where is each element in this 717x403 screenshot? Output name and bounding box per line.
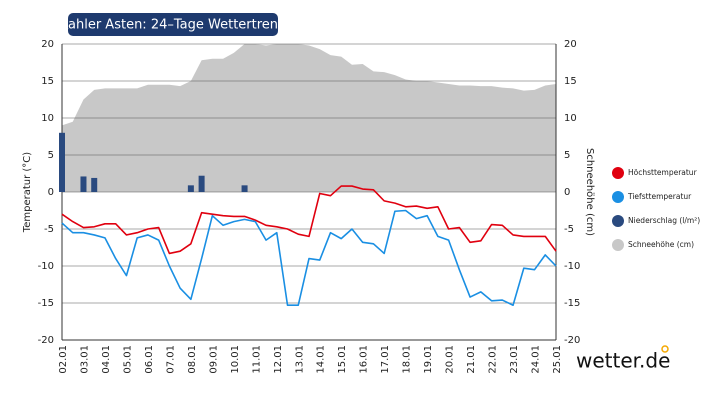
x-tick-label: 24.01 <box>531 345 542 374</box>
y2-tick-label: -5 <box>564 224 574 235</box>
legend-swatch <box>612 191 624 203</box>
legend-label: Schneehöhe (cm) <box>628 240 694 249</box>
plot: -20 -15 -10 -5 0 5 10 15 20 -20 -15 -10 -5 0 5 10 15 20 02… <box>38 39 701 374</box>
y-tick-label: 15 <box>41 76 54 87</box>
x-tick-label: 02.01 <box>58 345 69 374</box>
logo-dot <box>661 345 669 353</box>
precip-bar <box>241 185 248 192</box>
y2-tick-label: -15 <box>564 298 580 309</box>
y-tick-label: -15 <box>38 298 54 309</box>
chart-title: Kahler Asten: 24–Tage Wettertrend <box>60 18 287 33</box>
x-tick-label: 23.01 <box>509 345 520 374</box>
x-tick-label: 21.01 <box>466 345 477 374</box>
x-tick-label: 16.01 <box>359 345 370 374</box>
temp-line <box>61 209 557 307</box>
y2-tick-label: -20 <box>564 335 580 346</box>
y-tick-label: 0 <box>48 187 54 198</box>
precip-bar <box>80 176 87 192</box>
y-axis-label: Temperatur (°C) <box>22 152 33 233</box>
x-tick-label: 13.01 <box>294 345 305 374</box>
y2-tick-label: -10 <box>564 261 580 272</box>
legend-swatch <box>612 215 624 227</box>
y2-tick-label: 0 <box>564 187 570 198</box>
x-tick-label: 08.01 <box>187 345 198 374</box>
y-tick-label: 20 <box>41 39 54 50</box>
precip-bar <box>198 175 205 192</box>
x-tick-label: 05.01 <box>122 345 133 374</box>
legend-label: Niederschlag (l/m²) <box>628 216 700 225</box>
x-tick-label: 07.01 <box>165 345 176 374</box>
x-tick-label: 04.01 <box>101 345 112 374</box>
x-tick-label: 19.01 <box>423 345 434 374</box>
y-tick-label: -5 <box>44 224 54 235</box>
precip-bar <box>59 132 65 192</box>
x-tick-label: 25.01 <box>552 345 563 374</box>
legend-swatch <box>612 167 624 179</box>
x-tick-label: 06.01 <box>144 345 155 374</box>
precip-bar <box>91 177 98 192</box>
x-tick-label: 11.01 <box>251 345 262 374</box>
y2-tick-label: 5 <box>564 150 570 161</box>
y-tick-label: 10 <box>41 113 54 124</box>
y2-tick-label: 15 <box>564 76 577 87</box>
legend-label: Höchsttemperatur <box>628 168 698 177</box>
x-tick-label: 12.01 <box>273 345 284 374</box>
y2-tick-label: 20 <box>564 39 577 50</box>
x-tick-label: 14.01 <box>316 345 327 374</box>
precip-bar <box>187 185 194 192</box>
y-tick-label: 5 <box>48 150 54 161</box>
logo: wetter.de <box>576 349 670 373</box>
y-tick-label: -10 <box>38 261 54 272</box>
x-tick-label: 20.01 <box>445 345 456 374</box>
y2-axis-label: Schneehöhe (cm) <box>584 148 595 236</box>
y-tick-label: -20 <box>38 335 54 346</box>
legend-label: Tiefsttemperatur <box>627 192 692 201</box>
temp-line <box>61 185 557 255</box>
x-tick-label: 18.01 <box>402 345 413 374</box>
legend-swatch <box>612 239 624 251</box>
x-tick-label: 09.01 <box>208 345 219 374</box>
x-tick-label: 10.01 <box>230 345 241 374</box>
y2-tick-label: 10 <box>564 113 577 124</box>
title-badge <box>68 13 278 36</box>
x-tick-label: 17.01 <box>380 345 391 374</box>
x-tick-label: 15.01 <box>337 345 348 374</box>
x-tick-label: 03.01 <box>79 345 90 374</box>
x-tick-label: 22.01 <box>488 345 499 374</box>
